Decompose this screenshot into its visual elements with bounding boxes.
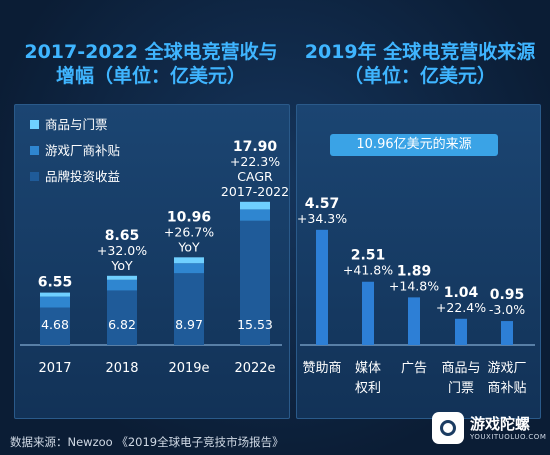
legend-item-merch: 商品与门票	[30, 114, 108, 133]
legend-item-publisher: 游戏厂商补贴	[30, 140, 120, 159]
bar-segment-2017-0	[40, 307, 70, 345]
bar-value-label: 4.57	[305, 196, 340, 212]
legend-swatch-merch	[30, 120, 39, 129]
bar-value-label: 1.04	[444, 285, 479, 301]
bar-segment-2018-0	[107, 290, 137, 345]
bar-total-label: 10.96	[167, 209, 211, 225]
bar-value-label: 1.89	[397, 263, 432, 279]
bar-tag-label: YoY	[177, 239, 200, 254]
bar-segment-2017-1	[40, 296, 70, 308]
bar-商品与门票	[455, 318, 467, 345]
bar-segment-2022e-2	[240, 201, 270, 210]
bar-segment-2019e-2	[174, 257, 204, 264]
bar-growth-label: +34.3%	[297, 211, 347, 226]
revenue-source-badge: 10.96亿美元的来源	[330, 134, 498, 156]
left-title-line-1: 2017-2022 全球电竞营收与	[24, 41, 278, 63]
legend-swatch-brand	[30, 172, 39, 181]
bar-bottom-label: 4.68	[41, 317, 69, 332]
legend-item-brand: 品牌投资收益	[30, 166, 120, 185]
bar-total-label: 6.55	[38, 275, 73, 291]
bar-growth-label: -3.0%	[489, 302, 525, 317]
bar-segment-2017-2	[40, 292, 70, 297]
logo-subtext: YOUXITUOLUO.COM	[470, 433, 547, 441]
legend-label-brand: 品牌投资收益	[45, 169, 121, 184]
x-tick-label: 2019e	[168, 361, 209, 376]
bar-segment-2018-2	[107, 275, 137, 280]
bar-growth-label: +22.4%	[436, 300, 486, 315]
data-source-note: 数据来源：Newzoo 《2019全球电子竞技市场报告》	[10, 435, 284, 449]
bar-value-label: 2.51	[351, 248, 386, 264]
right-chart-title: 2019年 全球电竞营收来源 （单位：亿美元）	[296, 40, 544, 88]
x-tick-label: 游戏厂	[487, 361, 526, 376]
x-tick-label: 广告	[401, 361, 427, 376]
legend-swatch-publisher	[30, 146, 39, 155]
legend-label-publisher: 游戏厂商补贴	[45, 143, 121, 158]
x-tick-label: 2018	[105, 361, 138, 376]
bar-bottom-label: 15.53	[237, 317, 273, 332]
bar-游戏厂商补贴	[501, 321, 513, 345]
x-tick-label: 商品与	[441, 361, 480, 376]
left-chart-title: 2017-2022 全球电竞营收与 增幅（单位：亿美元）	[6, 40, 296, 88]
bar-tag-label: CAGR	[237, 169, 273, 184]
bar-媒体权利	[362, 281, 374, 345]
bar-growth-label: +32.0%	[97, 243, 147, 258]
bar-segment-2022e-1	[240, 209, 270, 221]
bar-bottom-label: 8.97	[175, 317, 203, 332]
bar-segment-2019e-0	[174, 273, 204, 345]
bar-growth-label: +14.8%	[389, 278, 439, 293]
x-tick-label: 媒体	[355, 361, 381, 376]
bar-growth-label: +41.8%	[343, 263, 393, 278]
bar-value-label: 0.95	[490, 287, 525, 303]
right-chart-panel	[296, 104, 541, 419]
bar-total-label: 8.65	[105, 228, 140, 244]
bar-tag2-label: 2017-2022	[221, 184, 289, 199]
right-title-line-2: （单位：亿美元）	[343, 65, 496, 87]
logo-text: 游戏陀螺	[470, 415, 531, 433]
bar-segment-2018-1	[107, 279, 137, 291]
bar-tag-label: YoY	[110, 258, 133, 273]
bar-segment-2022e-0	[240, 220, 270, 345]
x-tick-label: 赞助商	[302, 361, 341, 376]
x-tick-label: 2022e	[234, 361, 275, 376]
bar-赞助商	[316, 229, 328, 345]
bar-bottom-label: 6.82	[108, 317, 136, 332]
x-tick-label: 2017	[38, 361, 71, 376]
bar-growth-label: +26.7%	[164, 224, 214, 239]
x-tick-label: 门票	[448, 381, 474, 396]
bar-total-label: 17.90	[233, 139, 278, 155]
left-title-line-2: 增幅（单位：亿美元）	[55, 65, 246, 87]
bar-广告	[408, 297, 420, 345]
x-tick-label: 权利	[355, 380, 381, 396]
gyroscope-logo-icon	[432, 412, 464, 444]
bar-segment-2019e-1	[174, 263, 204, 274]
right-title-line-1: 2019年 全球电竞营收来源	[304, 41, 536, 63]
x-tick-label: 商补贴	[487, 381, 526, 396]
legend-label-merch: 商品与门票	[45, 117, 108, 132]
brand-logo: 游戏陀螺 YOUXITUOLUO.COM	[432, 410, 546, 448]
bar-growth-label: +22.3%	[230, 154, 280, 169]
